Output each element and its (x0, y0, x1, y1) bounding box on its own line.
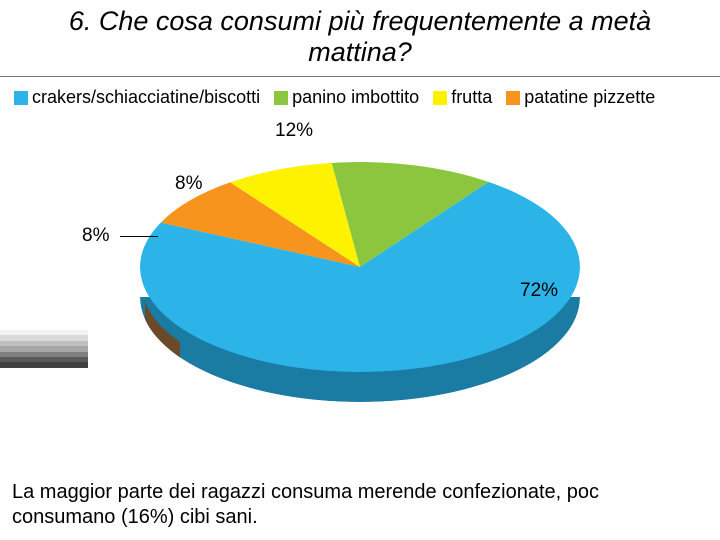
title-line-1: 6. Che cosa consumi più frequentemente a… (69, 6, 651, 36)
pie-leader-line (120, 236, 158, 237)
legend-marker-icon (506, 91, 520, 105)
legend-item: patatine pizzette (506, 87, 655, 108)
pie-label-8a: 8% (175, 173, 202, 195)
legend-marker-icon (14, 91, 28, 105)
stripe (0, 362, 88, 367)
pie-chart: 72% 12% 8% 8% (0, 110, 720, 450)
pie-label-8b: 8% (82, 225, 109, 247)
legend-item: panino imbottito (274, 87, 419, 108)
legend-item: frutta (433, 87, 492, 108)
legend-label: panino imbottito (292, 87, 419, 108)
pie-label-12: 12% (275, 120, 313, 142)
legend-label: crakers/schiacciatine/biscotti (32, 87, 260, 108)
legend-item: crakers/schiacciatine/biscotti (14, 87, 260, 108)
caption-line-1: La maggior parte dei ragazzi consuma mer… (12, 481, 599, 503)
chart-legend: crakers/schiacciatine/biscotti panino im… (0, 83, 720, 110)
pie-container: 72% 12% 8% 8% (130, 110, 590, 450)
title-line-2: mattina? (308, 37, 412, 67)
pie-label-72: 72% (520, 280, 558, 302)
page-title: 6. Che cosa consumi più frequentemente a… (0, 0, 720, 76)
caption-text: La maggior parte dei ragazzi consuma mer… (12, 480, 720, 530)
legend-label: frutta (451, 87, 492, 108)
caption-line-2: consumano (16%) cibi sani. (12, 506, 258, 528)
legend-label: patatine pizzette (524, 87, 655, 108)
title-underline (0, 76, 720, 77)
legend-marker-icon (433, 91, 447, 105)
legend-marker-icon (274, 91, 288, 105)
decorative-side-bar (0, 330, 88, 368)
pie-top-face (140, 162, 580, 372)
